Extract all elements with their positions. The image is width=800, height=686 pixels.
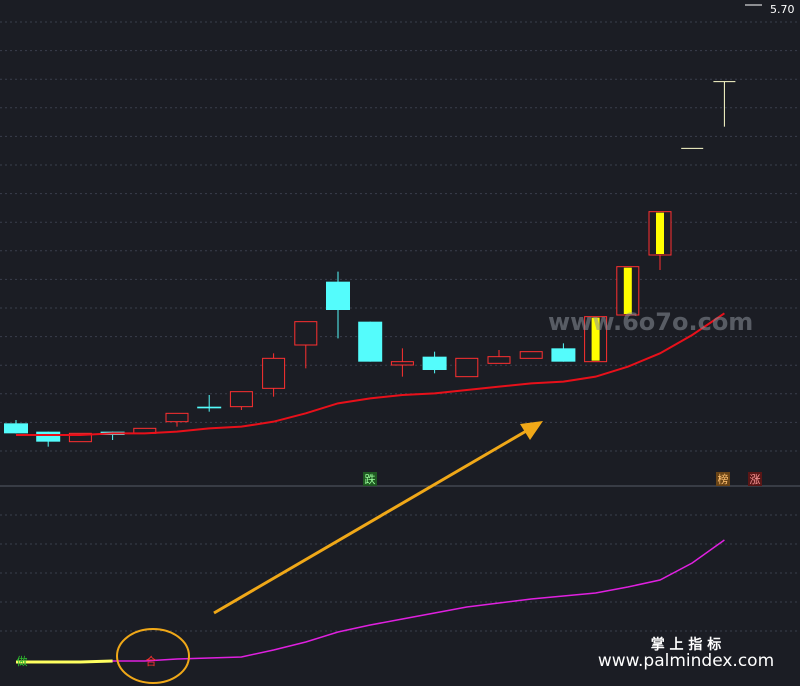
candle-body [358, 321, 383, 362]
annotation-arrow [213, 428, 529, 615]
signal-label: 榜 [718, 472, 729, 486]
candle-body [551, 348, 576, 362]
candle-body-inner [623, 267, 632, 314]
candle-body [229, 391, 253, 408]
signal-box [748, 472, 762, 486]
candle-body [4, 423, 28, 434]
watermark: 掌 上 指 标 [651, 636, 722, 653]
signal-box [363, 472, 377, 486]
candle-body-inner [591, 317, 600, 361]
candle-body [262, 357, 286, 389]
signal-label: 做 [17, 654, 28, 668]
candle-body [68, 432, 92, 443]
watermark: www.palmindex.com [598, 651, 774, 671]
candle-body [165, 412, 189, 423]
price-label: 5.70 [770, 3, 795, 16]
signal-label: 涨 [750, 473, 761, 486]
ma-line [16, 312, 725, 436]
plot: 5.70 [4, 3, 795, 664]
candle-body [326, 281, 350, 310]
signal: 跌 榜 涨 做 合 [17, 472, 762, 668]
candle-body [487, 356, 511, 364]
indicator-line [16, 659, 113, 664]
candle-body [519, 351, 543, 359]
grid [0, 21, 800, 632]
candle-body [390, 361, 414, 366]
signal-label: 跌 [365, 472, 376, 486]
candle-body [422, 356, 447, 370]
candle-body [455, 357, 479, 378]
signal-box [716, 472, 730, 486]
annotation-circle [116, 628, 190, 684]
candle-body [294, 321, 318, 346]
watermark: www.6o7o.com [548, 308, 753, 336]
candle-body [197, 406, 222, 409]
signal-label: 合 [146, 654, 157, 668]
candle-body-inner [656, 212, 664, 254]
candle-body [36, 431, 61, 442]
annotation-arrowhead [520, 421, 543, 440]
indicator-line [16, 539, 725, 663]
